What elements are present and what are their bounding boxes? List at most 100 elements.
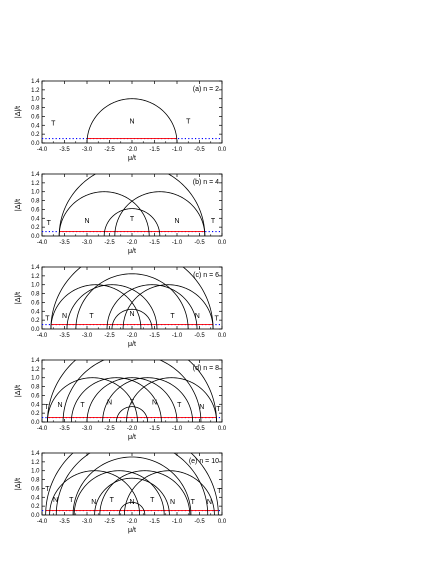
boundary-arc <box>115 406 149 422</box>
y-tick-label: 1.0 <box>31 469 40 475</box>
y-tick-label: 1.2 <box>31 181 40 187</box>
x-tick-label: -4.0 <box>37 147 48 153</box>
region-label-n: N <box>57 402 62 409</box>
x-tick-label: -3.5 <box>59 147 70 153</box>
x-tick-label: -2.0 <box>127 519 138 525</box>
x-tick-label: -2.5 <box>104 519 115 525</box>
x-tick-label: -1.5 <box>149 240 160 246</box>
y-tick-label: 0.6 <box>31 207 40 213</box>
boundary-arc <box>103 208 161 236</box>
boundary-arc <box>86 98 178 143</box>
region-label-n: N <box>152 400 157 407</box>
region-label-t: T <box>214 315 219 322</box>
x-tick-label: -3.0 <box>82 426 93 432</box>
region-label-t: T <box>80 402 85 409</box>
boundary-arc <box>114 191 206 236</box>
x-axis-label: μ/t <box>128 155 136 162</box>
region-label-n: N <box>129 499 134 506</box>
boundary-arc <box>50 267 214 329</box>
region-label-n: N <box>91 499 96 506</box>
y-tick-label: 1.2 <box>31 460 40 466</box>
region-label-t: T <box>89 313 94 320</box>
boundary-arc <box>111 308 153 329</box>
x-tick-label: -1.0 <box>172 240 183 246</box>
x-tick-label: -3.0 <box>82 519 93 525</box>
y-tick-label: 1.2 <box>31 274 40 280</box>
region-label-t: T <box>211 218 216 225</box>
y-tick-label: 0.6 <box>31 486 40 492</box>
boundary-arc <box>70 377 162 422</box>
y-tick-label: 0.2 <box>31 132 40 138</box>
boundary-arc <box>50 284 142 329</box>
x-tick-label: -1.5 <box>149 147 160 153</box>
region-label-t: T <box>47 220 52 227</box>
region-label-t: T <box>170 313 175 320</box>
x-tick-label: -0.5 <box>194 519 205 525</box>
x-tick-label: -3.0 <box>82 240 93 246</box>
panel-label: (a) n = 2 <box>193 86 219 93</box>
region-label-n: N <box>107 400 112 407</box>
y-tick-label: 0.0 <box>31 141 40 147</box>
x-tick-label: -1.0 <box>172 426 183 432</box>
boundary-arc <box>55 453 209 515</box>
chart-panel-4: -4.0 -3.5 -3.0 -2.5 -2.0 -1.5 -1.0 -0.5 0.0 0.0 0.… <box>15 358 227 441</box>
x-tick-label: -1.5 <box>149 426 160 432</box>
region-label-n: N <box>195 313 200 320</box>
region-label-n: N <box>170 499 175 506</box>
boundary-arc <box>102 377 194 422</box>
region-label-t: T <box>186 118 191 125</box>
region-label-t: T <box>150 497 155 504</box>
y-tick-label: 0.8 <box>31 106 40 112</box>
x-tick-label: -3.0 <box>82 333 93 339</box>
y-tick-label: 0.8 <box>31 199 40 205</box>
x-tick-label: -1.0 <box>172 147 183 153</box>
y-axis-label: |Δ|/t <box>15 292 22 304</box>
x-axis-label: μ/t <box>128 527 136 534</box>
x-tick-label: -4.0 <box>37 519 48 525</box>
x-tick-label: 0.0 <box>218 519 227 525</box>
boundary-arc <box>118 501 146 515</box>
boundary-arc <box>126 377 217 422</box>
boundary-arc <box>47 377 138 422</box>
x-tick-label: -2.5 <box>104 426 115 432</box>
y-tick-label: 1.4 <box>31 451 40 457</box>
y-tick-label: 0.4 <box>31 495 40 501</box>
y-tick-label: 1.0 <box>31 190 40 196</box>
region-label-t: T <box>44 404 49 411</box>
plot-content <box>42 453 222 515</box>
chart-panel-5: -4.0 -3.5 -3.0 -2.5 -2.0 -1.5 -1.0 -0.5 0.0 0.0 0.… <box>15 451 227 534</box>
y-tick-label: 0.0 <box>31 420 40 426</box>
region-label-n: N <box>129 118 134 125</box>
region-label-n: N <box>84 218 89 225</box>
x-tick-label: -1.5 <box>149 519 160 525</box>
chart-panel-3: -4.0 -3.5 -3.0 -2.5 -2.0 -1.5 -1.0 -0.5 0.0 0.0 0.… <box>15 265 227 348</box>
region-label-t: T <box>191 499 196 506</box>
y-tick-label: 0.2 <box>31 504 40 510</box>
x-tick-label: -1.5 <box>149 333 160 339</box>
region-label-t: T <box>45 486 50 493</box>
y-tick-label: 1.0 <box>31 97 40 103</box>
panel-label: (e) n = 10 <box>189 458 219 465</box>
panel-label: (b) n = 4 <box>193 179 219 186</box>
x-tick-label: -2.5 <box>104 147 115 153</box>
x-tick-label: 0.0 <box>218 147 227 153</box>
x-tick-label: -0.5 <box>194 147 205 153</box>
y-tick-label: 1.0 <box>31 376 40 382</box>
x-tick-label: -3.5 <box>59 240 70 246</box>
region-label-n: N <box>207 499 212 506</box>
region-label-t: T <box>130 216 135 223</box>
region-label-t: T <box>110 497 115 504</box>
region-label-t: T <box>130 400 135 407</box>
x-tick-label: -3.5 <box>59 519 70 525</box>
boundary-arc <box>58 174 206 236</box>
boundary-arc <box>99 470 191 515</box>
y-axis-label: |Δ|/t <box>15 478 22 490</box>
boundary-arc <box>66 284 158 329</box>
x-tick-label: 0.0 <box>218 333 227 339</box>
region-label-n: N <box>199 404 204 411</box>
x-tick-label: -3.0 <box>82 147 93 153</box>
y-tick-label: 0.4 <box>31 309 40 315</box>
y-tick-label: 0.2 <box>31 318 40 324</box>
region-label-t: T <box>217 488 222 495</box>
y-tick-label: 1.4 <box>31 79 40 85</box>
